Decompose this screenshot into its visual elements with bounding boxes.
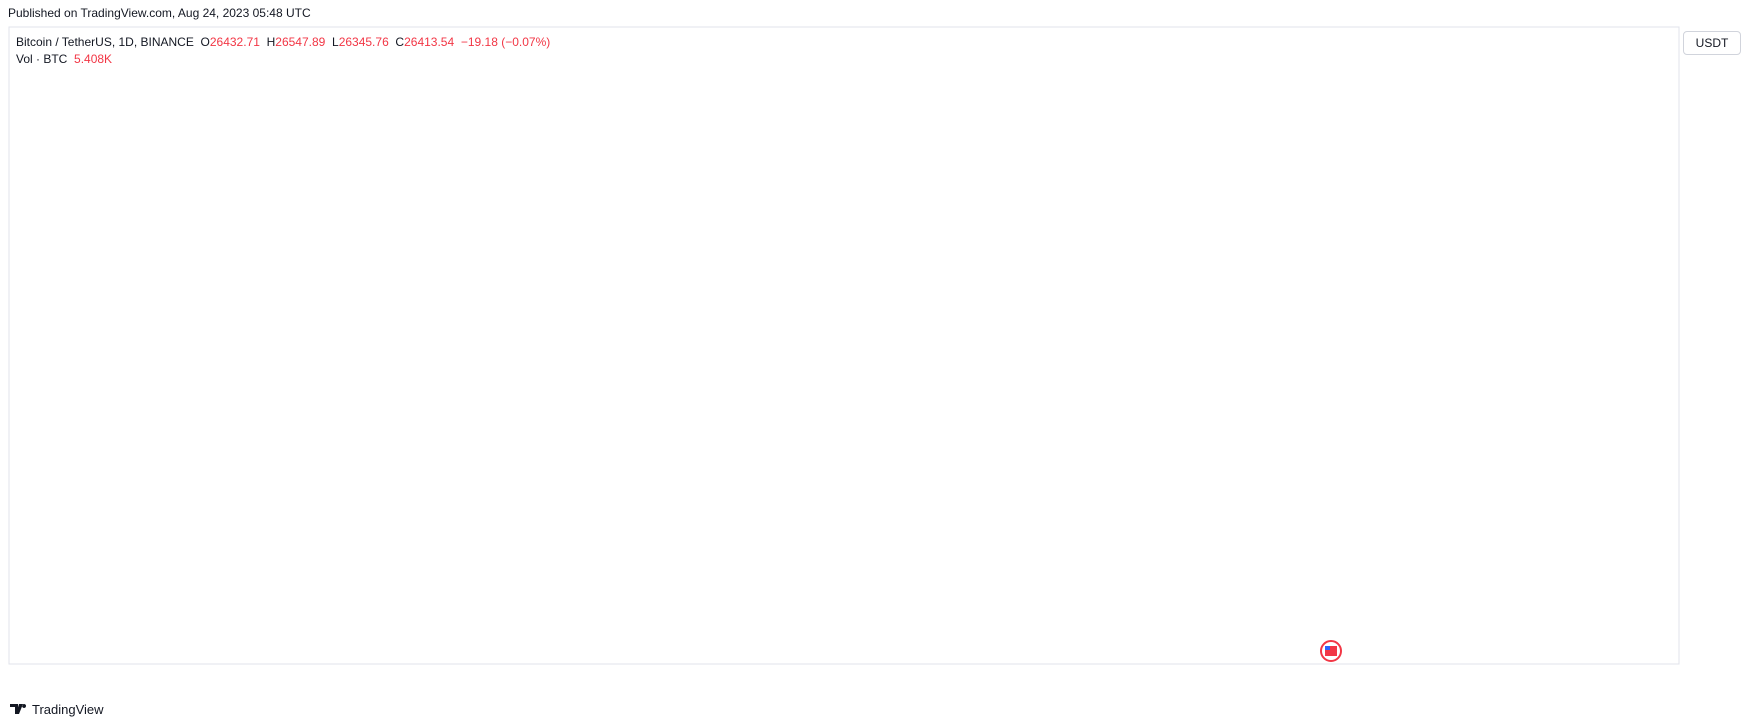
high: 26547.89 <box>275 35 326 49</box>
ohlc-letter: O <box>200 35 210 49</box>
legend-row: Bitcoin / TetherUS, 1D, BINANCE O26432.7… <box>16 34 550 51</box>
volume-legend: Vol · BTC 5.408K <box>16 51 550 68</box>
volume-value: 5.408K <box>74 52 113 66</box>
ohlc-letter: C <box>395 35 405 49</box>
ohlc-letter: H <box>266 35 276 49</box>
ohlc-letter: L <box>332 35 339 49</box>
change-pct: (−0.07%) <box>501 35 551 49</box>
currency-button[interactable]: USDT <box>1683 31 1741 55</box>
legend: Bitcoin / TetherUS, 1D, BINANCE O26432.7… <box>16 34 550 68</box>
logo <box>10 704 27 714</box>
low: 26345.76 <box>338 35 389 49</box>
close: 26413.54 <box>404 35 455 49</box>
flag-icon <box>1320 640 1342 662</box>
brand: TradingView <box>32 702 104 717</box>
plot-frame <box>8 26 1680 665</box>
open: 26432.71 <box>209 35 260 49</box>
change: −19.18 <box>460 35 498 49</box>
symbol: Bitcoin / TetherUS, 1D, BINANCE <box>16 35 194 49</box>
published: Published on TradingView.com, Aug 24, 20… <box>8 6 311 20</box>
volume-title: Vol · BTC <box>16 52 68 66</box>
